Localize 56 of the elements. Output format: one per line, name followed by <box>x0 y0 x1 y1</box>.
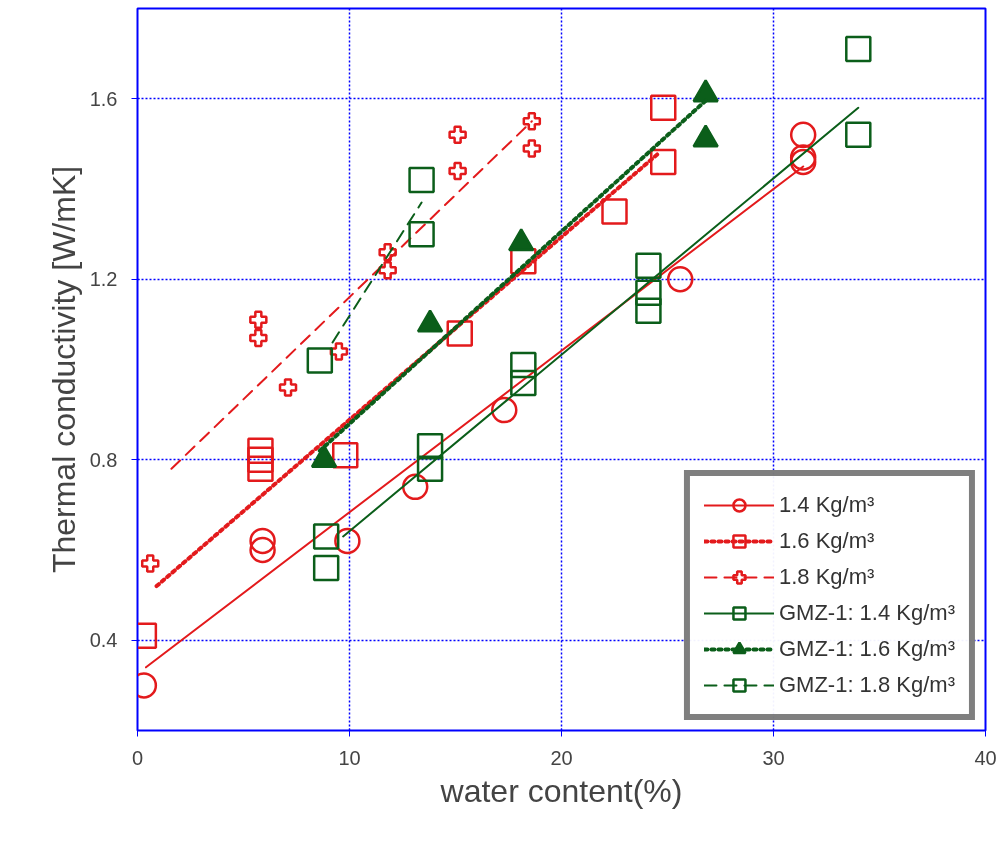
x-tick-label: 20 <box>550 746 573 769</box>
legend-label: 1.4 Kg/m³ <box>778 492 875 518</box>
point <box>601 198 628 225</box>
point <box>249 328 268 348</box>
point <box>845 35 872 63</box>
legend-label: GMZ-1: 1.4 Kg/m³ <box>778 600 955 626</box>
point <box>789 148 817 176</box>
point <box>378 242 397 262</box>
legend-label: GMZ-1: 1.6 Kg/m³ <box>778 636 955 662</box>
point <box>249 310 268 330</box>
point <box>278 378 298 397</box>
legend-label: 1.8 Kg/m³ <box>778 564 875 590</box>
point <box>306 347 334 374</box>
x-axis-title: water content(%) <box>439 772 683 809</box>
point <box>247 455 274 483</box>
point <box>247 446 274 473</box>
point <box>789 121 817 149</box>
point <box>247 437 274 464</box>
x-tick-label: 0 <box>131 746 144 769</box>
point <box>522 112 542 131</box>
point <box>650 94 677 122</box>
point <box>510 369 537 397</box>
point <box>491 396 518 424</box>
point <box>408 220 435 248</box>
y-axis-title: Thermal conductivity [W/mK] <box>45 165 82 574</box>
point <box>249 527 276 555</box>
point <box>510 247 537 275</box>
y-tick-label: 0.4 <box>89 629 118 652</box>
point <box>635 252 662 279</box>
point <box>635 279 662 307</box>
legend-label: 1.6 Kg/m³ <box>778 528 875 554</box>
point <box>332 441 359 469</box>
point <box>448 161 467 181</box>
point <box>510 351 537 379</box>
point <box>448 125 467 145</box>
legend-label: GMZ-1: 1.8 Kg/m³ <box>778 672 955 698</box>
point <box>378 260 397 280</box>
point <box>140 554 160 573</box>
y-tick-label: 1.2 <box>89 268 118 291</box>
x-tick-label: 30 <box>762 746 785 769</box>
point <box>635 297 662 325</box>
point <box>845 121 872 149</box>
point <box>312 554 340 582</box>
point <box>416 455 444 483</box>
x-tick-label: 40 <box>974 746 997 769</box>
x-tick-label: 10 <box>338 746 361 769</box>
y-tick-label: 0.8 <box>89 448 118 471</box>
point <box>416 432 444 460</box>
point <box>408 166 435 194</box>
y-tick-label: 1.6 <box>89 87 118 110</box>
point <box>650 148 677 176</box>
point <box>522 139 542 158</box>
point <box>312 523 340 550</box>
point <box>666 266 694 293</box>
point <box>249 536 276 564</box>
point <box>789 144 817 171</box>
